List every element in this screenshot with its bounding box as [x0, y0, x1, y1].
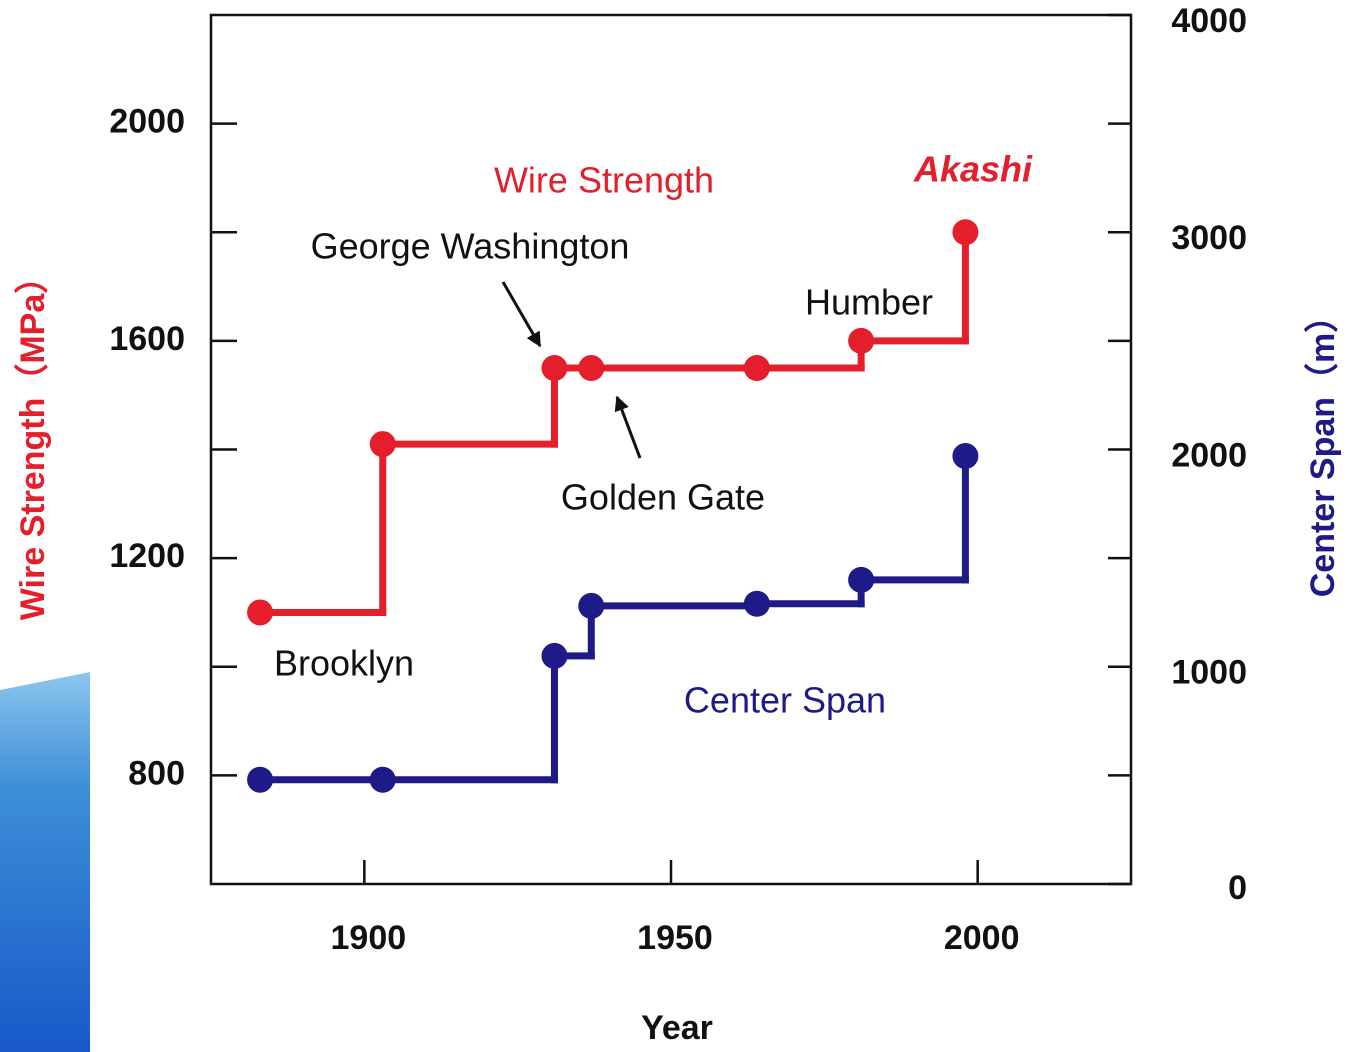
- data-point: [247, 599, 274, 626]
- y2-tick-label: 1000: [1171, 654, 1247, 692]
- y-tick-label: 1600: [109, 320, 185, 358]
- data-point: [848, 327, 875, 354]
- data-point: [578, 355, 605, 382]
- data-point: [541, 355, 568, 382]
- x-axis-label: Year: [641, 1009, 713, 1047]
- data-point: [743, 590, 770, 617]
- annotation: Humber: [805, 282, 933, 323]
- data-point: [369, 766, 396, 793]
- y2-tick-label: 2000: [1171, 436, 1247, 474]
- background-image: [0, 672, 90, 1052]
- y2-tick-label: 3000: [1171, 219, 1247, 257]
- series-label: Center Span: [684, 680, 886, 721]
- y2-tick-label: 4000: [1171, 2, 1247, 40]
- data-point: [952, 219, 979, 246]
- data-point: [848, 566, 875, 593]
- series-label: Wire Strength: [494, 160, 714, 201]
- arrow: [614, 395, 642, 459]
- data-point: [247, 766, 274, 793]
- x-tick-label: 2000: [944, 919, 1020, 957]
- y-tick-label: 800: [128, 754, 185, 792]
- annotation: George Washington: [311, 226, 630, 267]
- y2-tick-label: 0: [1228, 869, 1247, 907]
- data-point: [952, 443, 979, 470]
- data-point: [369, 431, 396, 458]
- arrow: [501, 281, 542, 348]
- y-axis-label: Wire Strength（MPa）: [13, 260, 52, 621]
- x-tick-label: 1900: [331, 919, 407, 957]
- y2-axis-label: Center Span（m）: [1303, 299, 1342, 598]
- x-tick-label: 1950: [637, 919, 713, 957]
- plot-frame: [209, 13, 1133, 886]
- annotation: Akashi: [913, 149, 1033, 190]
- annotation: Golden Gate: [561, 477, 765, 518]
- annotation: Brooklyn: [274, 643, 414, 684]
- data-point: [578, 592, 605, 619]
- y-tick-label: 2000: [109, 103, 185, 141]
- data-point: [541, 642, 568, 669]
- data-point: [743, 355, 770, 382]
- y-tick-label: 1200: [109, 537, 185, 575]
